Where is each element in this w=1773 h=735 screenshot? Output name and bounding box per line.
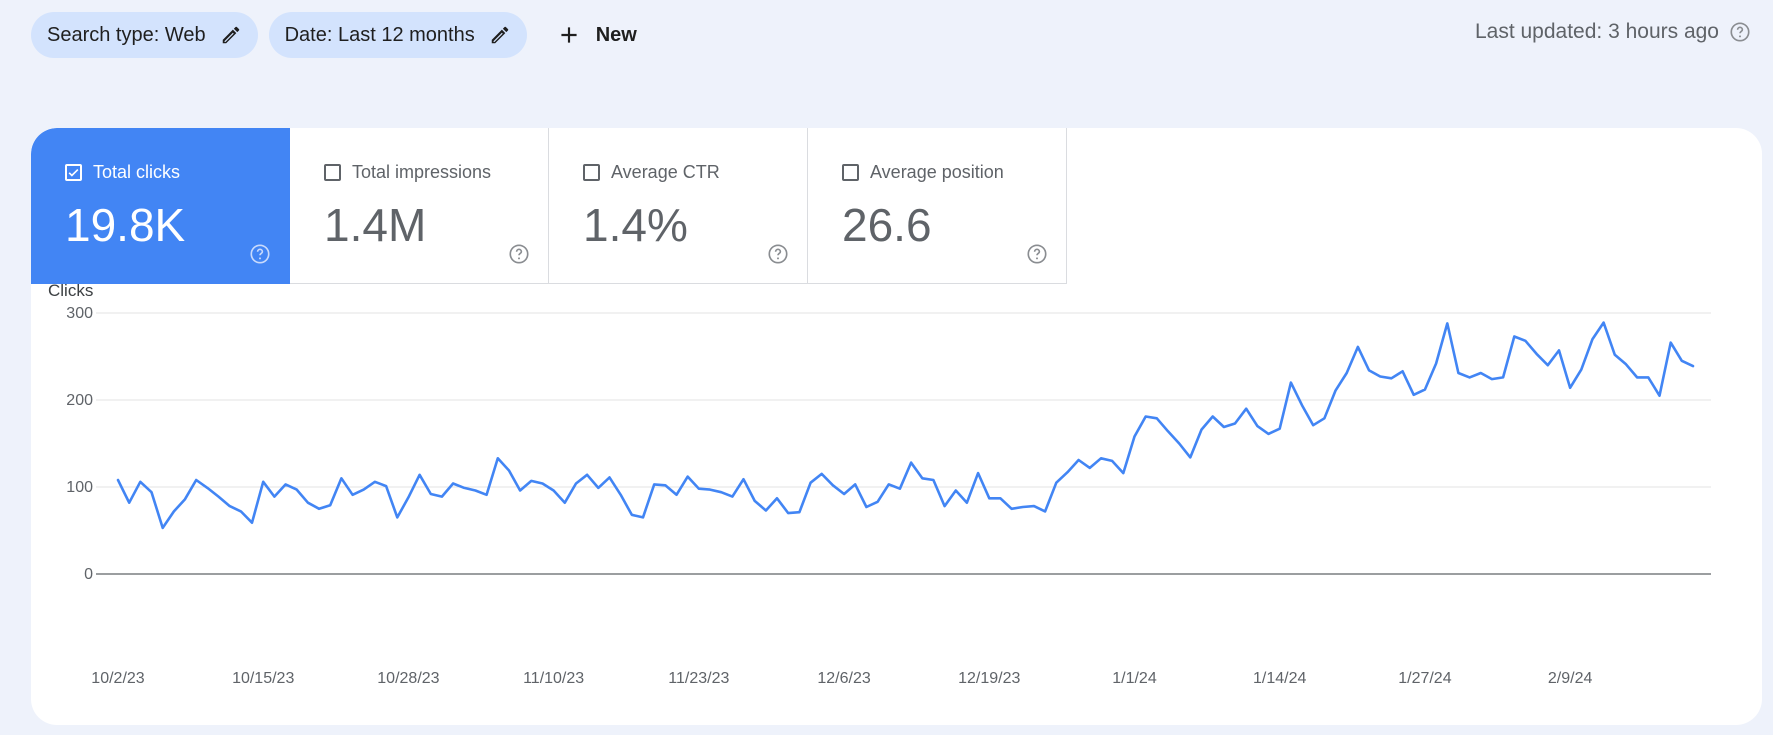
metric-total-impressions[interactable]: Total impressions 1.4M (290, 128, 549, 284)
x-tick-label: 2/9/24 (1548, 670, 1593, 687)
x-tick-label: 12/6/23 (817, 670, 870, 687)
clicks-chart[interactable]: Clicks 0 100 200 300 10/2/23 10/15/23 10/28/23 1… (31, 284, 1762, 725)
help-icon[interactable] (508, 243, 530, 265)
metric-value: 19.8K (65, 199, 186, 251)
new-filter-button[interactable]: New (556, 22, 637, 48)
date-chip[interactable]: Date: Last 12 months (268, 12, 527, 58)
plus-icon (556, 22, 582, 48)
y-tick-label: 200 (66, 392, 93, 409)
metric-average-ctr[interactable]: Average CTR 1.4% (549, 128, 808, 284)
metric-label: Average CTR (611, 162, 720, 182)
metric-value: 26.6 (842, 199, 932, 251)
new-filter-label: New (595, 23, 637, 46)
last-updated-text: Last updated: 3 hours ago (1474, 20, 1719, 43)
x-tick-label: 12/19/23 (958, 670, 1020, 687)
y-tick-label: 100 (66, 479, 93, 496)
metric-label: Total clicks (93, 162, 181, 182)
metric-label-row: Average CTR (583, 162, 720, 183)
help-icon[interactable] (1729, 21, 1751, 43)
edit-pencil-icon (220, 24, 242, 46)
checkbox-unchecked-icon[interactable] (842, 164, 859, 181)
performance-card: Total clicks 19.8K Total impressions 1.4… (31, 128, 1762, 725)
help-icon[interactable] (767, 243, 789, 265)
metric-value: 1.4% (583, 199, 688, 251)
help-icon[interactable] (1026, 243, 1048, 265)
x-tick-label: 1/1/24 (1112, 670, 1157, 687)
metric-label: Total impressions (352, 162, 492, 182)
y-tick-label: 0 (84, 566, 93, 583)
x-tick-label: 1/27/24 (1398, 670, 1451, 687)
clicks-line-chart[interactable]: Clicks 0 100 200 300 10/2/23 10/15/23 10/28/23 1… (31, 284, 1762, 725)
x-tick-label: 1/14/24 (1253, 670, 1306, 687)
metric-label: Average position (870, 162, 1004, 182)
edit-pencil-icon (489, 24, 511, 46)
search-type-label: Search type: Web (47, 23, 206, 46)
x-tick-label: 10/15/23 (232, 670, 294, 687)
help-icon[interactable] (249, 243, 271, 265)
metric-label-row: Total impressions (324, 162, 491, 183)
x-tick-label: 10/2/23 (91, 670, 144, 687)
y-axis-label: Clicks (48, 284, 93, 300)
filter-bar: Search type: Web Date: Last 12 months Ne… (31, 12, 637, 58)
metric-label-row: Average position (842, 162, 1004, 183)
x-tick-label: 11/23/23 (668, 670, 729, 687)
y-tick-label: 300 (66, 305, 93, 322)
date-label: Date: Last 12 months (284, 23, 475, 46)
clicks-series-line[interactable] (116, 321, 1695, 530)
metric-label-row: Total clicks (65, 162, 180, 183)
last-updated: Last updated: 3 hours ago (1475, 20, 1751, 44)
search-type-chip[interactable]: Search type: Web (31, 12, 258, 58)
metric-average-position[interactable]: Average position 26.6 (808, 128, 1067, 284)
checkbox-checked-icon[interactable] (65, 164, 82, 181)
metric-tabs: Total clicks 19.8K Total impressions 1.4… (31, 128, 1067, 284)
metric-total-clicks[interactable]: Total clicks 19.8K (31, 128, 290, 284)
x-tick-label: 11/10/23 (523, 670, 584, 687)
checkbox-unchecked-icon[interactable] (324, 164, 341, 181)
metric-value: 1.4M (324, 199, 427, 251)
x-tick-label: 10/28/23 (377, 670, 439, 687)
checkbox-unchecked-icon[interactable] (583, 164, 600, 181)
